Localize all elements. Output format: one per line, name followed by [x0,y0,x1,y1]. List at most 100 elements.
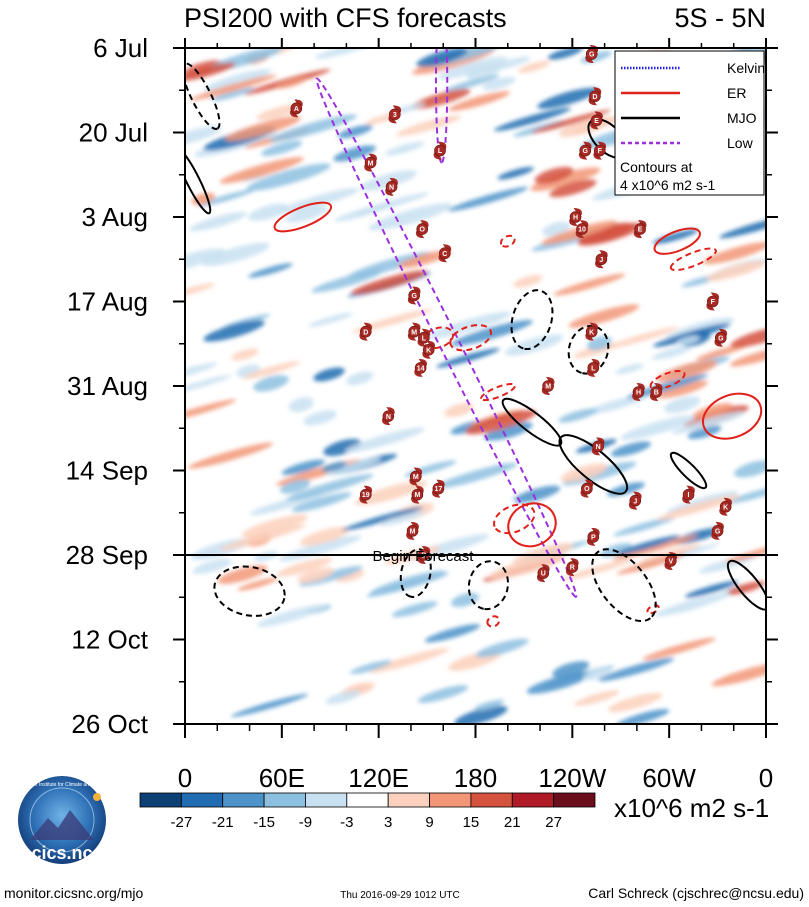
anomaly-patch [448,91,511,112]
anomaly-patch [526,671,591,694]
legend-label-er: ER [727,85,746,101]
y-tick-label: 26 Oct [71,709,148,739]
svg-text:K: K [589,329,594,336]
svg-text:E: E [594,118,599,125]
storm-marker-icon: G [578,141,592,160]
svg-text:P: P [591,534,596,541]
logo-sun-icon [93,793,101,801]
anomaly-patch [231,348,259,361]
anomaly-patch [434,462,518,489]
colorbar: -27 -21 -15 -9 -3 3 9 15 21 27 [139,792,596,831]
colorbar-swatch [263,792,306,808]
svg-text:G: G [718,335,724,342]
storm-marker-icon: J [628,491,642,510]
storm-marker-icon: M [406,521,419,540]
anomaly-patch [416,48,468,67]
anomaly-patch [684,580,739,598]
anomaly-patch [654,593,730,617]
storm-marker-icon: 14 [414,358,427,377]
anomaly-patch [185,362,218,382]
colorbar-swatch [470,792,513,808]
legend-label-low: Low [727,135,754,151]
anomaly-patch [285,473,374,501]
svg-text:G: G [589,52,595,59]
x-tick-label: 120E [348,763,409,793]
anomaly-patch [531,109,611,134]
anomaly-patch [494,107,571,131]
storm-marker-icon: H [569,208,582,226]
svg-text:M: M [414,492,420,499]
anomaly-patch [352,308,433,334]
contour-er [649,369,686,390]
svg-text:M: M [545,384,551,391]
anomaly-patch [219,157,304,184]
colorbar-swatch [139,792,182,808]
y-axis: 6 Jul 20 Jul 3 Aug 17 Aug 31 Aug 14 Sep 28 Sep… [66,33,778,739]
anomaly-patch [185,62,236,82]
x-axis: 0 60E 120E 180 120W 60W 0 [178,38,773,793]
legend-label-kelvin: Kelvin [727,60,765,76]
svg-text:N: N [386,414,391,421]
storm-marker-icon: E [590,111,603,130]
anomaly-patch [256,104,302,121]
anomaly-patch [473,699,505,711]
anomaly-patch [600,543,633,558]
anomaly-patch [483,422,533,441]
anomaly-patch [384,141,425,156]
contour-er [499,234,516,248]
colorbar-tick-label: -27 [171,814,193,831]
svg-text:K: K [723,504,728,511]
storm-marker-icon: M [364,153,377,172]
anomaly-patch [334,202,395,222]
anomaly-patch [391,601,438,618]
svg-text:3: 3 [393,112,397,119]
colorbar-tick-label: 21 [504,814,521,831]
storm-marker-icon: C [438,244,452,263]
anomaly-patch [598,657,674,682]
anomaly-patch [185,283,216,300]
svg-text:19: 19 [362,492,370,499]
svg-text:G: G [583,148,589,155]
storm-marker-icon: D [588,87,602,106]
y-tick-label: 20 Jul [79,118,148,148]
contour-mjo [726,559,766,611]
contour-mjo [510,289,554,351]
anomaly-patch [202,242,270,266]
svg-text:A: A [294,106,299,113]
anomaly-patch [241,514,308,538]
anomaly-patch [246,163,331,191]
anomaly-patch [582,667,613,681]
anomaly-patch [243,361,300,380]
y-tick-label: 31 Aug [67,371,148,401]
anomaly-patch [325,457,381,476]
svg-text:N: N [596,444,601,451]
anomaly-patch [189,211,247,232]
anomaly-patch [337,124,373,139]
anomaly-patch [552,661,590,678]
y-tick-label: 3 Aug [81,202,148,232]
anomaly-patch [248,263,293,278]
anomaly-patch [672,411,746,434]
svg-text:I: I [688,492,690,499]
colorbar-swatch [429,792,472,808]
anomaly-patch [219,524,306,551]
anomaly-patch [336,569,365,583]
contour-er [480,382,517,402]
svg-text:N: N [389,184,394,191]
svg-text:M: M [411,329,417,336]
anomaly-patch [547,48,583,60]
anomaly-patch [560,463,608,483]
anomaly-patch [325,690,361,705]
anomaly-patch [342,506,424,531]
y-tick-label: 28 Sep [66,540,148,570]
anomaly-patch [514,485,561,503]
svg-text:D: D [592,94,597,101]
anomaly-patch [261,140,303,156]
storm-marker-icon: N [382,407,395,426]
anomaly-patch [323,439,362,456]
anomaly-patch [279,479,311,494]
storm-marker-icon: J [595,250,608,269]
footer-author: Carl Schreck (cjschrec@ncsu.edu) [588,885,804,901]
svg-text:10: 10 [578,227,586,234]
